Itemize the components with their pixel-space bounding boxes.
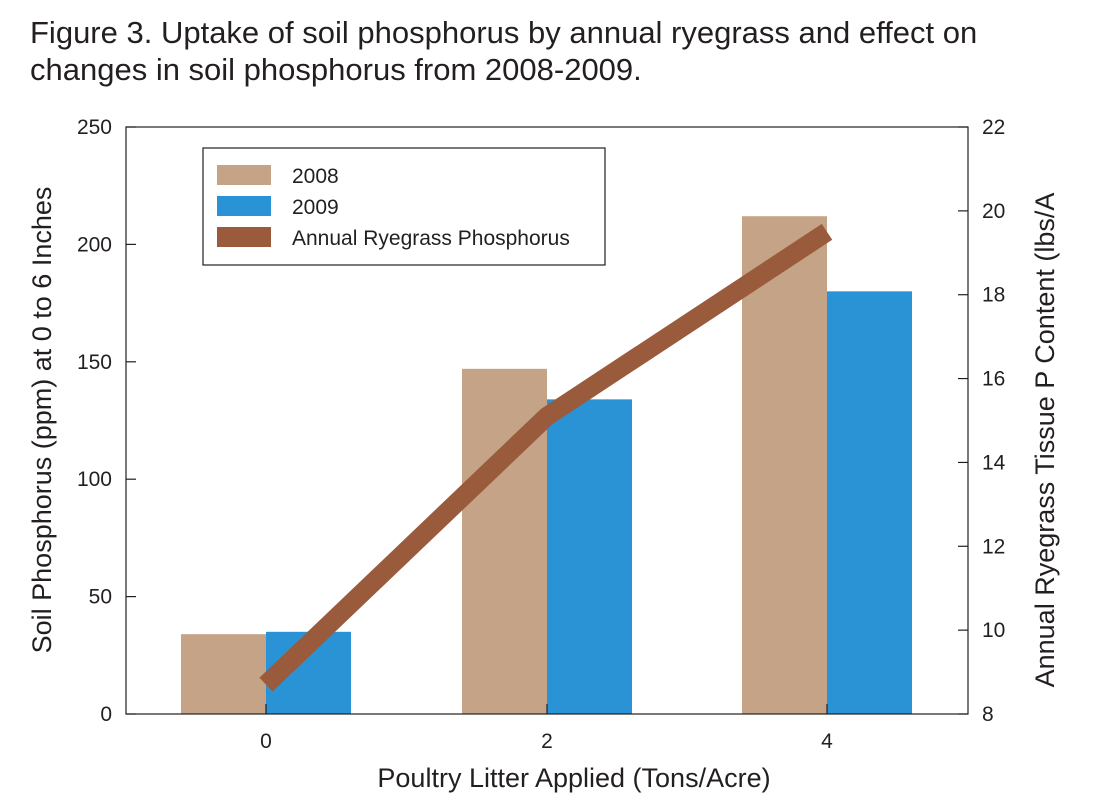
legend-swatch-2008	[217, 165, 271, 185]
legend-label-2008: 2008	[292, 165, 339, 188]
ticks-group: 0 50 100 150 200 250 8 10 12 14 16 18 20 22 0 2 4	[77, 116, 1006, 753]
y2-tick-label-16: 16	[982, 368, 1005, 391]
legend-label-ryegrass: Annual Ryegrass Phosphorus	[292, 227, 570, 250]
legend-swatch-2009	[217, 196, 271, 216]
legend-label-2009: 2009	[292, 196, 339, 219]
y-tick-label-100: 100	[77, 468, 112, 491]
x-tick-label-2: 2	[541, 730, 553, 753]
y-axis-title-left: Soil Phosphorus (ppm) at 0 to 6 Inches	[27, 187, 57, 654]
bar-2008-4	[742, 216, 827, 714]
bar-2008-0	[181, 634, 266, 714]
y-tick-label-50: 50	[89, 586, 112, 609]
bar-2009-4	[827, 291, 912, 714]
y-axis-title-right: Annual Ryegrass Tissue P Content (lbs/A	[1030, 193, 1060, 688]
y2-tick-label-18: 18	[982, 284, 1005, 307]
chart-title-line-1: Figure 3. Uptake of soil phosphorus by a…	[30, 15, 978, 50]
y-tick-label-0: 0	[100, 703, 112, 726]
chart-title-line-2: changes in soil phosphorus from 2008-200…	[30, 52, 642, 87]
x-tick-label-4: 4	[821, 730, 833, 753]
legend: 2008 2009 Annual Ryegrass Phosphorus	[202, 147, 606, 266]
y2-tick-label-8: 8	[982, 703, 994, 726]
line-layer	[259, 223, 833, 692]
line-ryegrass-phosphorus	[259, 223, 833, 692]
y2-tick-label-10: 10	[982, 619, 1005, 642]
y2-tick-label-12: 12	[982, 535, 1005, 558]
y2-tick-label-22: 22	[982, 116, 1005, 139]
x-tick-label-0: 0	[260, 730, 272, 753]
bar-2009-2	[547, 399, 632, 714]
legend-swatch-ryegrass	[217, 227, 271, 247]
y-tick-label-150: 150	[77, 351, 112, 374]
chart-title: Figure 3. Uptake of soil phosphorus by a…	[30, 14, 1070, 88]
y2-tick-label-14: 14	[982, 451, 1006, 474]
x-axis-title: Poultry Litter Applied (Tons/Acre)	[377, 763, 770, 793]
y-tick-label-250: 250	[77, 116, 112, 139]
y2-tick-label-20: 20	[982, 200, 1005, 223]
bars-group	[181, 216, 912, 714]
y-tick-label-200: 200	[77, 233, 112, 256]
